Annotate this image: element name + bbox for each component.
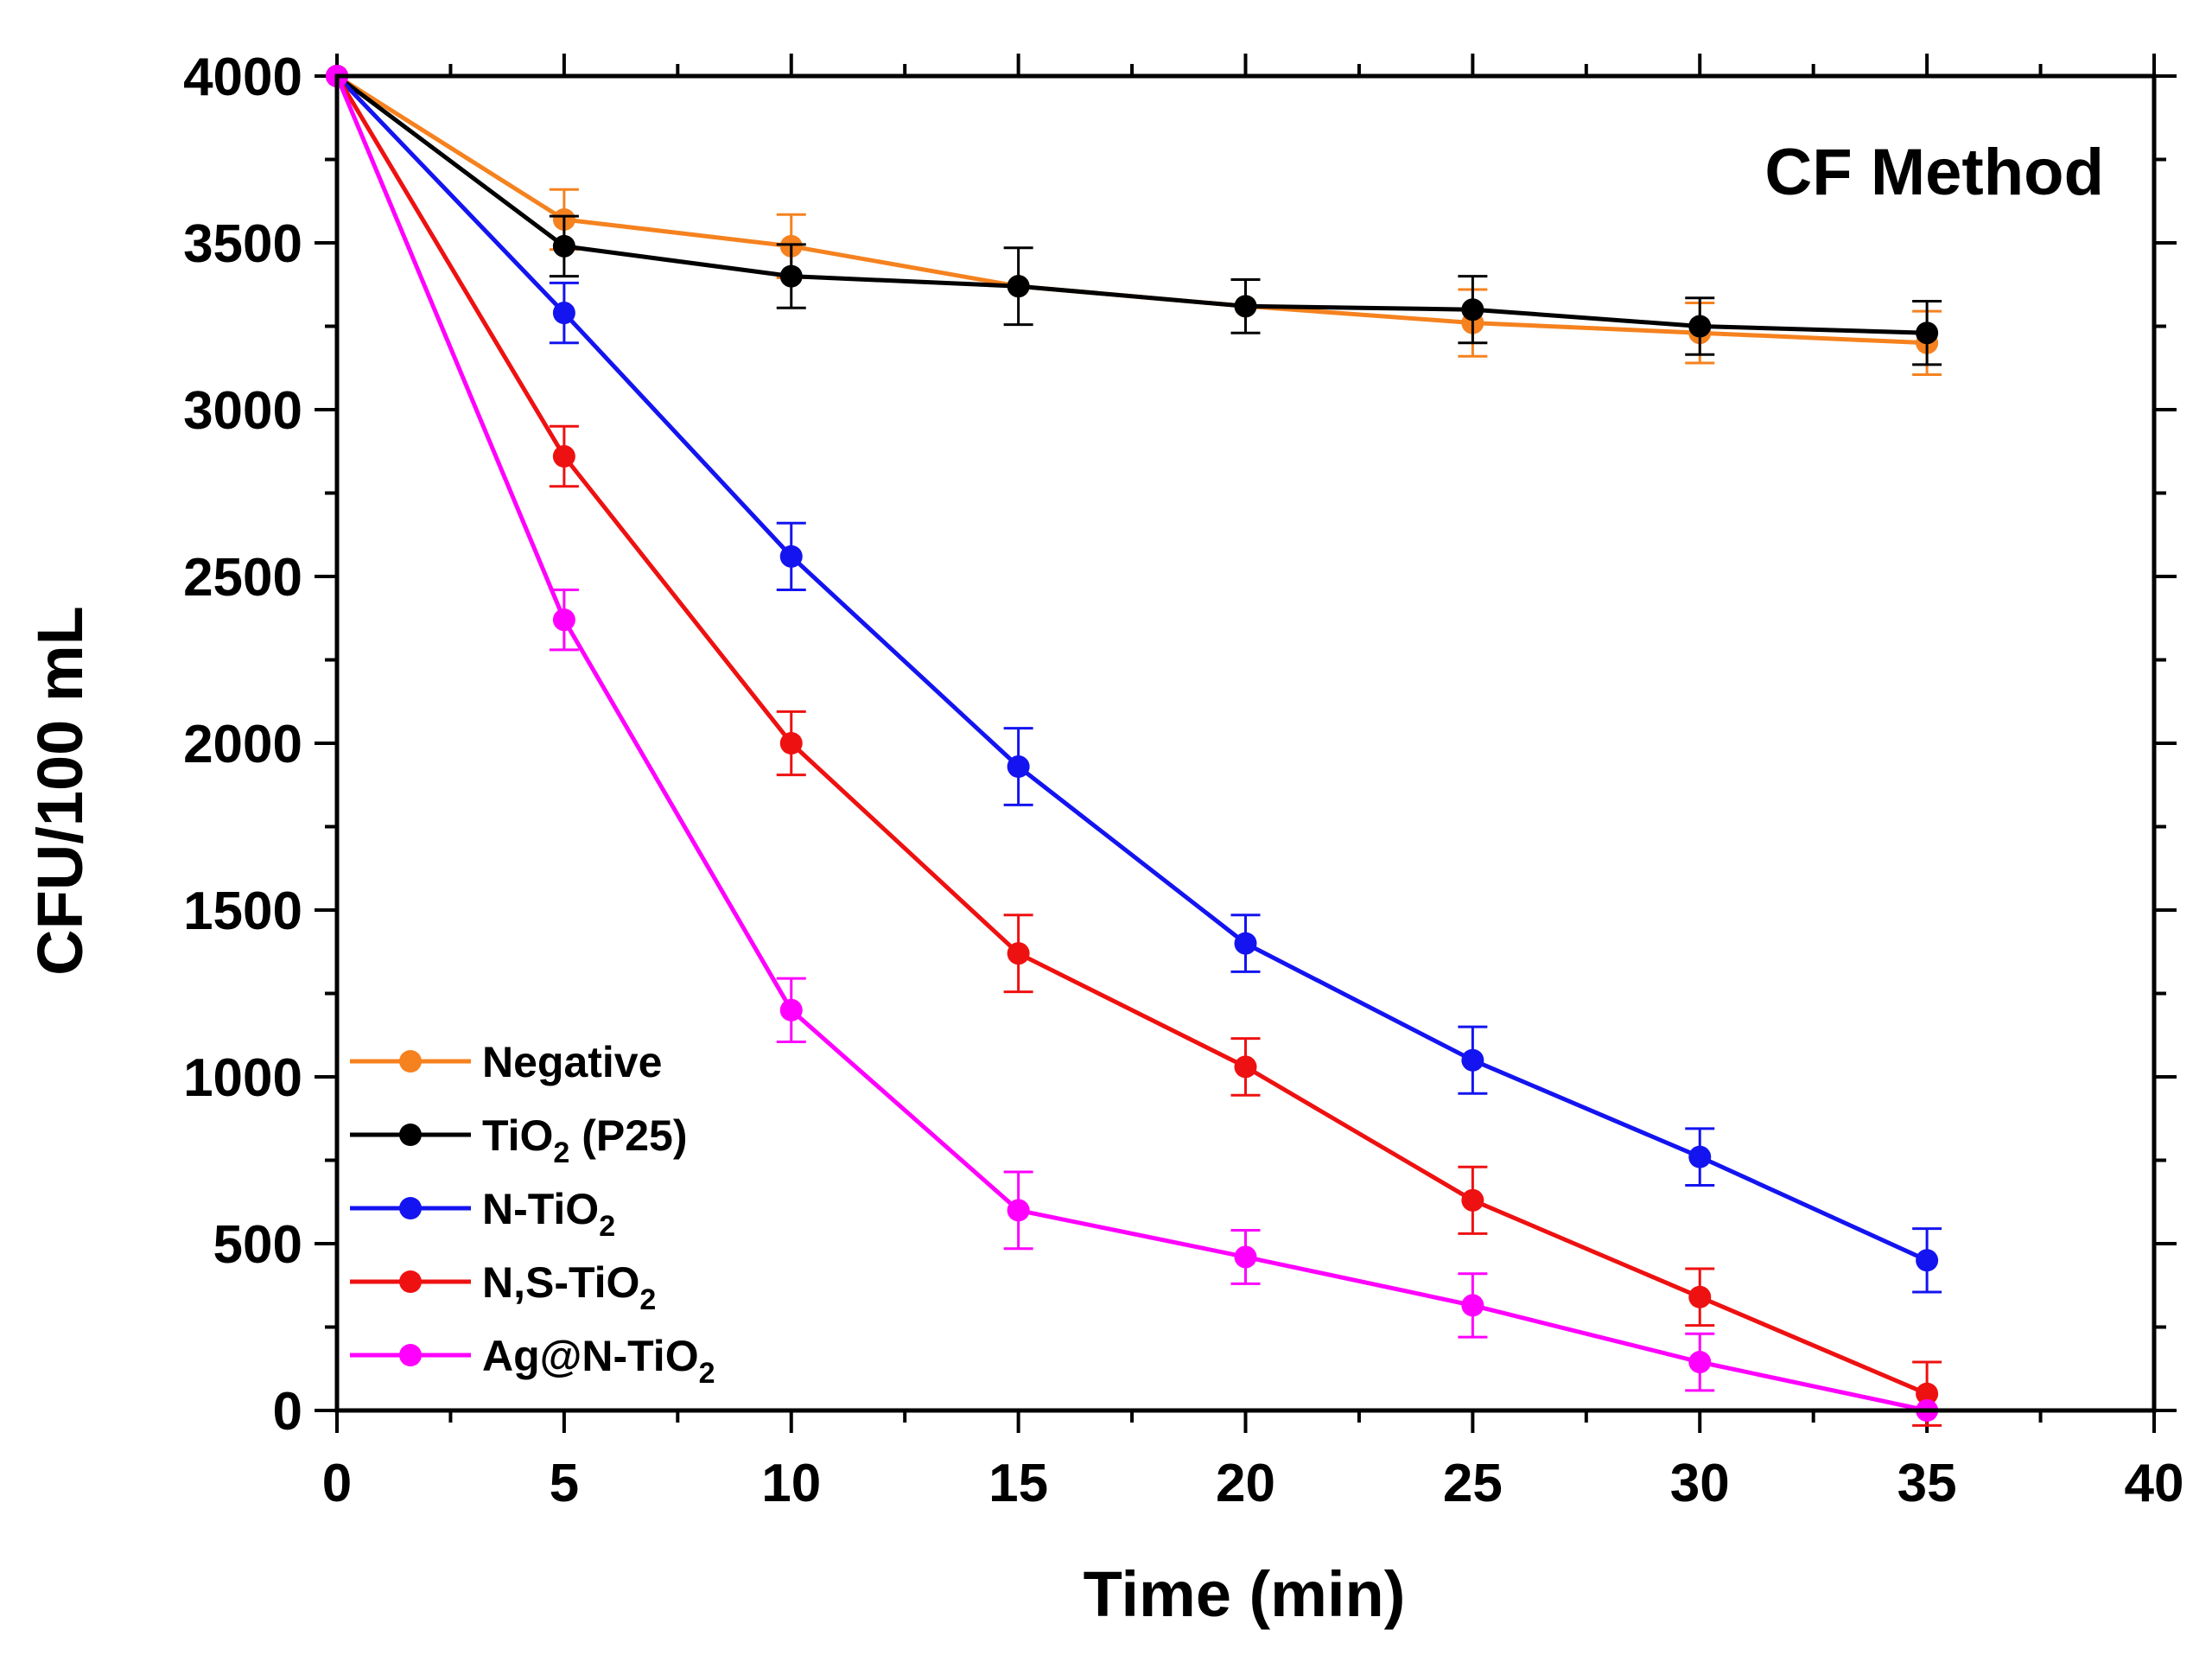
series-line bbox=[334, 74, 1929, 1397]
legend-swatch-marker bbox=[399, 1270, 422, 1293]
data-point bbox=[1461, 1294, 1484, 1317]
data-point bbox=[1461, 1188, 1484, 1212]
x-tick-label: 10 bbox=[761, 1454, 821, 1513]
y-tick-label: 4000 bbox=[183, 48, 302, 107]
y-tick-label: 1500 bbox=[183, 882, 302, 941]
series-3 bbox=[326, 65, 1942, 1294]
legend-swatch-marker bbox=[399, 1197, 422, 1219]
data-point bbox=[1916, 1382, 1939, 1405]
legend: Negative TiO2 (P25) N-TiO2 N,S-TiO2 Ag@N-TiO… bbox=[350, 1038, 715, 1390]
y-tick-label: 2500 bbox=[183, 548, 302, 608]
data-point bbox=[1007, 1199, 1030, 1222]
y-tick-label: 3500 bbox=[183, 214, 302, 274]
data-point bbox=[779, 998, 803, 1022]
series-4 bbox=[326, 65, 1942, 1427]
data-point bbox=[1007, 942, 1030, 965]
data-point bbox=[552, 445, 575, 468]
y-tick-label: 2000 bbox=[183, 715, 302, 774]
data-point bbox=[1688, 1351, 1712, 1374]
data-point bbox=[1007, 755, 1030, 779]
data-point bbox=[1688, 1145, 1712, 1168]
plot-frame bbox=[334, 73, 2157, 1413]
legend-swatch-marker bbox=[399, 1050, 422, 1073]
data-point bbox=[779, 264, 803, 288]
data-point bbox=[1461, 298, 1484, 322]
series-5 bbox=[326, 65, 1939, 1422]
tick-labels: 0 5 10 15 20 25 30 35 40 0 500 1000 1500 2000 2500 3000… bbox=[183, 48, 2183, 1513]
x-tick-label: 0 bbox=[322, 1454, 352, 1513]
data-point bbox=[1234, 1245, 1257, 1269]
legend-item: N-TiO2 bbox=[350, 1185, 615, 1243]
series-line bbox=[335, 73, 1928, 335]
data-point bbox=[1234, 1055, 1257, 1079]
y-tick-label: 0 bbox=[273, 1382, 302, 1442]
data-point bbox=[1688, 1285, 1712, 1308]
chart-title: CF Method bbox=[1764, 136, 2104, 209]
legend-swatch-marker bbox=[399, 1344, 422, 1366]
data-point bbox=[1688, 315, 1712, 338]
data-point bbox=[1916, 1249, 1939, 1272]
data-point bbox=[779, 732, 803, 754]
data-point bbox=[1234, 932, 1257, 955]
x-tick-label: 30 bbox=[1670, 1454, 1730, 1513]
legend-label: N,S-TiO2 bbox=[482, 1258, 656, 1316]
x-axis-title: Time (min) bbox=[1084, 1558, 1406, 1630]
data-point bbox=[1916, 322, 1939, 345]
series-line bbox=[335, 74, 1929, 1263]
legend-item: Ag@N-TiO2 bbox=[350, 1332, 715, 1390]
data-point bbox=[552, 302, 575, 325]
y-axis-title: CFU/100 mL bbox=[24, 606, 96, 976]
legend-label: Ag@N-TiO2 bbox=[482, 1332, 715, 1390]
legend-swatch-marker bbox=[399, 1124, 422, 1146]
data-point bbox=[1007, 275, 1030, 298]
x-tick-label: 40 bbox=[2125, 1454, 2184, 1513]
x-tick-label: 15 bbox=[988, 1454, 1048, 1513]
x-tick-label: 5 bbox=[550, 1454, 579, 1513]
data-point bbox=[1461, 1048, 1484, 1072]
data-point bbox=[1234, 295, 1257, 318]
x-tick-label: 35 bbox=[1897, 1454, 1957, 1513]
legend-label: Negative bbox=[482, 1038, 662, 1086]
series-line bbox=[334, 75, 1928, 1413]
legend-item: N,S-TiO2 bbox=[350, 1258, 656, 1316]
data-point bbox=[552, 234, 575, 258]
x-tick-label: 25 bbox=[1443, 1454, 1503, 1513]
series-layer bbox=[326, 65, 1942, 1427]
y-tick-label: 1000 bbox=[183, 1048, 302, 1108]
data-point bbox=[552, 608, 575, 632]
legend-item: Negative bbox=[350, 1038, 662, 1086]
x-tick-label: 20 bbox=[1216, 1454, 1275, 1513]
legend-label: N-TiO2 bbox=[482, 1185, 615, 1243]
y-tick-label: 500 bbox=[213, 1215, 302, 1275]
legend-label: TiO2 (P25) bbox=[482, 1111, 688, 1169]
data-point bbox=[779, 544, 803, 568]
legend-item: TiO2 (P25) bbox=[350, 1111, 688, 1169]
y-tick-label: 3000 bbox=[183, 381, 302, 441]
